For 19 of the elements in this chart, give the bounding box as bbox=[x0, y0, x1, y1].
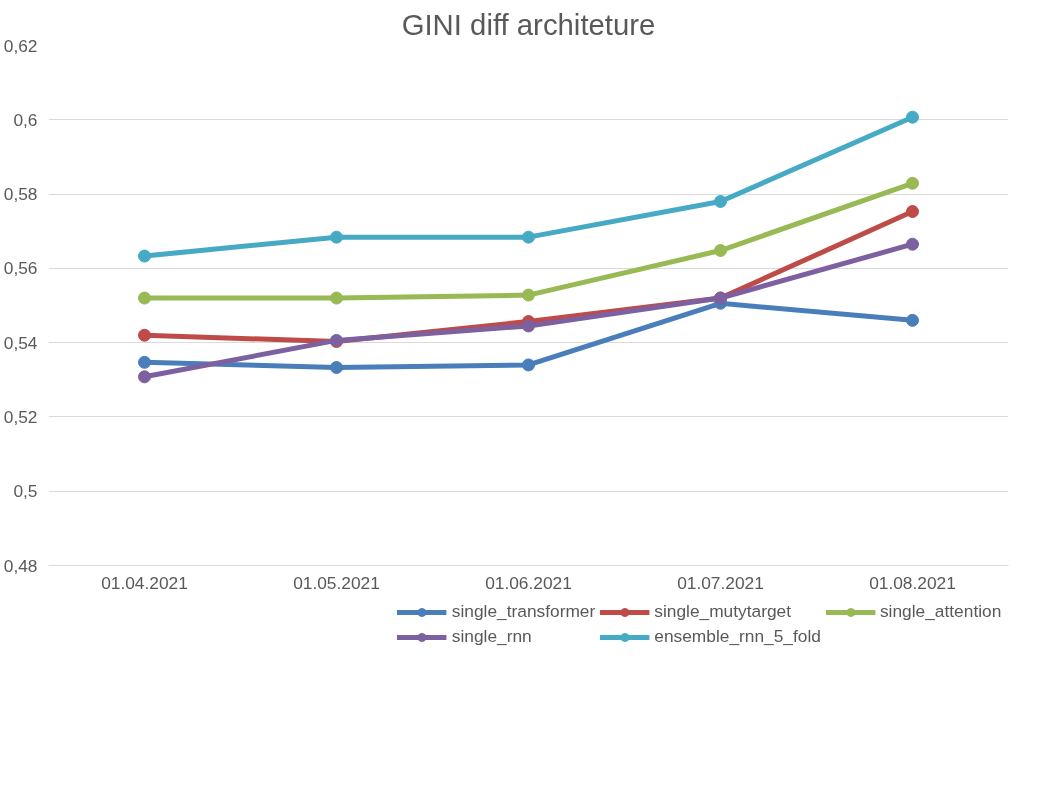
y-tick-label: 0,58 bbox=[3, 184, 38, 205]
y-tick-label: 0,52 bbox=[3, 406, 38, 427]
x-tick-label: 01.06.2021 bbox=[485, 572, 572, 593]
legend-label: single_attention bbox=[879, 601, 1002, 622]
x-tick-label: 01.08.2021 bbox=[869, 572, 956, 593]
chart-title: GINI diff architeture bbox=[401, 7, 656, 41]
y-tick-label: 0,6 bbox=[13, 109, 38, 130]
y-tick-label: 0,5 bbox=[13, 481, 38, 502]
legend-label: single_mutytarget bbox=[654, 601, 792, 622]
x-tick-label: 01.05.2021 bbox=[293, 572, 380, 593]
y-tick-label: 0,48 bbox=[3, 555, 38, 576]
legend-label: single_rnn bbox=[451, 626, 532, 647]
y-tick-label: 0,56 bbox=[3, 258, 38, 279]
x-tick-label: 01.07.2021 bbox=[677, 572, 764, 593]
legend-label: ensemble_rnn_5_fold bbox=[654, 626, 821, 647]
x-tick-label: 01.04.2021 bbox=[101, 572, 188, 593]
legend-label: single_transformer bbox=[451, 601, 596, 622]
y-tick-label: 0,62 bbox=[3, 35, 38, 56]
y-tick-label: 0,54 bbox=[3, 332, 38, 353]
